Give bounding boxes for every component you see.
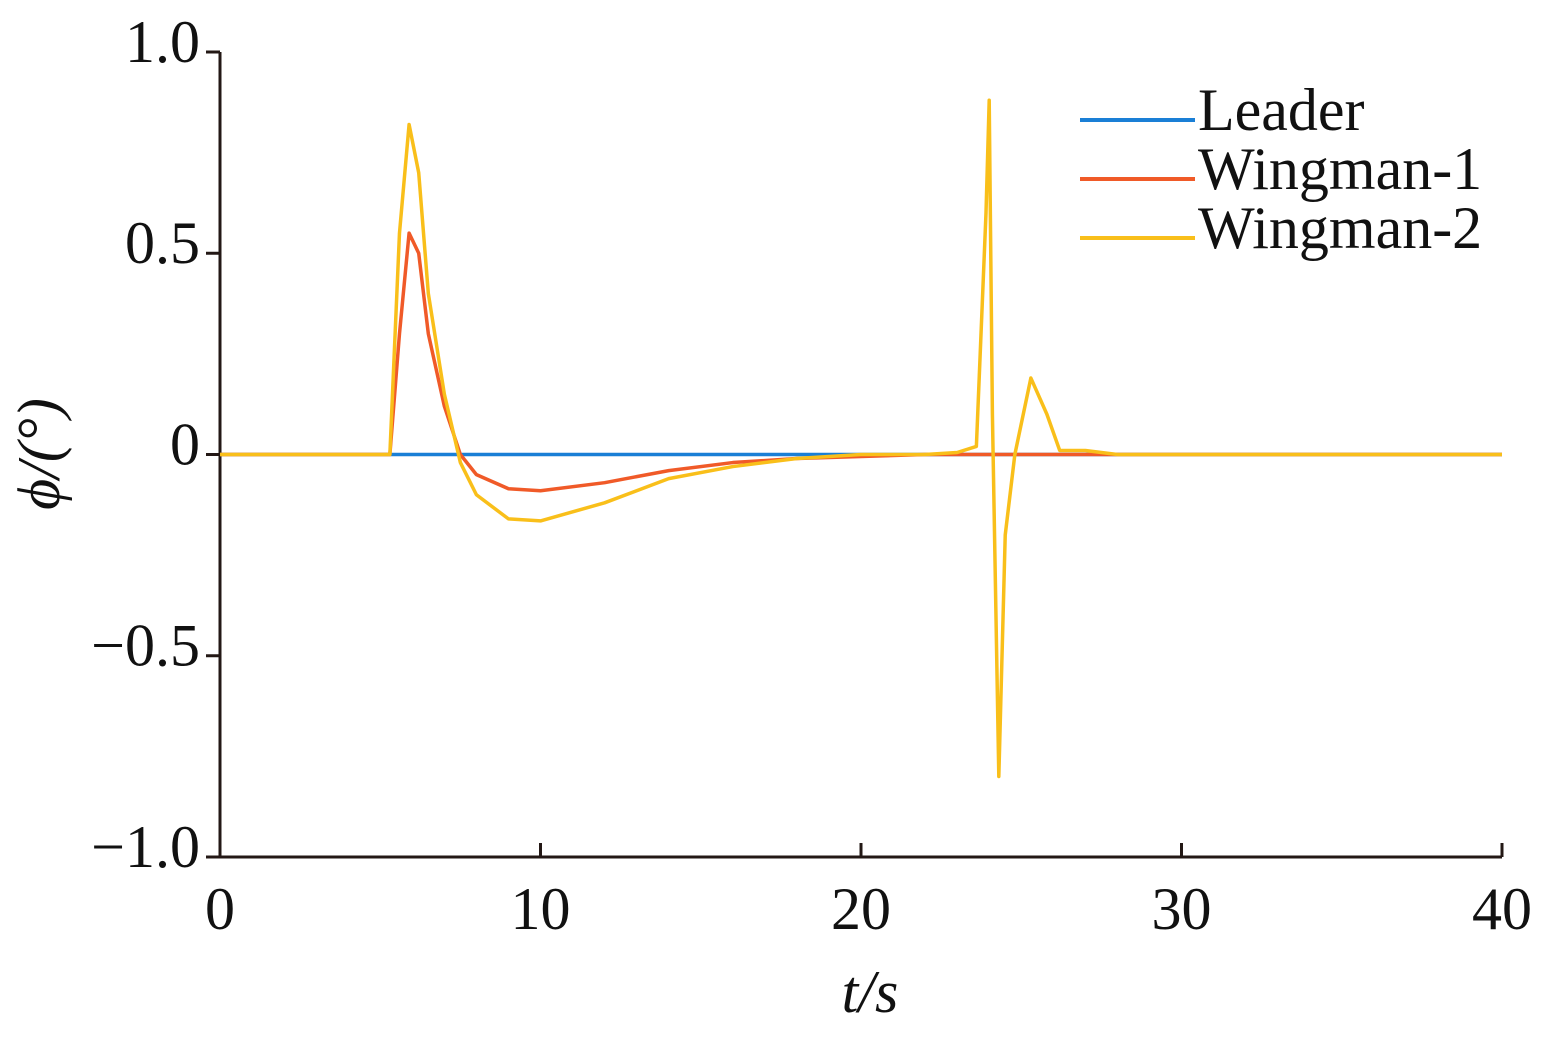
y-tick-label: −1.0	[91, 814, 200, 880]
y-tick-label: 0	[170, 411, 200, 477]
series-line	[220, 231, 1502, 493]
y-tick-label: 1.0	[125, 9, 200, 75]
x-tick-label: 20	[831, 876, 891, 942]
x-axis-label: t/s	[842, 959, 899, 1025]
x-tick-label: 40	[1472, 876, 1532, 942]
x-tick-label: 30	[1152, 876, 1212, 942]
x-tick-label: 0	[205, 876, 235, 942]
legend-label: Wingman-2	[1198, 195, 1482, 261]
y-tick-label: 0.5	[125, 210, 200, 276]
y-axis-label: ϕ/(°)	[6, 398, 72, 510]
legend-label: Wingman-1	[1198, 136, 1482, 202]
series-line	[220, 98, 1502, 779]
legend-label: Leader	[1198, 77, 1365, 143]
y-tick-label: −0.5	[91, 613, 200, 679]
x-tick-label: 10	[511, 876, 571, 942]
